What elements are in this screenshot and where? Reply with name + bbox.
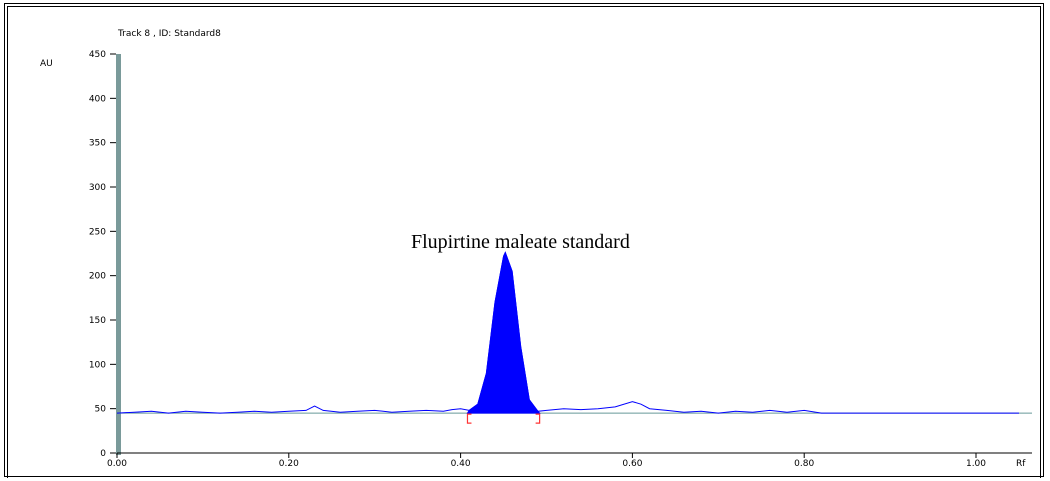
peak-area <box>466 251 541 414</box>
y-tick-label: 100 <box>89 360 106 370</box>
x-axis-label: Rf <box>1016 459 1026 469</box>
y-tick-label: 50 <box>95 405 107 415</box>
x-tick-label: 0.40 <box>451 459 471 469</box>
y-tick-label: 0 <box>100 449 106 459</box>
y-axis-label: AU <box>40 59 53 69</box>
x-tick-label: 0.00 <box>107 459 127 469</box>
plot-area: 0 50 100 150 200 250 300 350 400 450 0.00 0.20 0.40 0… <box>89 50 1032 469</box>
y-tick-label: 300 <box>89 183 106 193</box>
peak-annotation: Flupirtine maleate standard <box>411 231 630 253</box>
integration-marker <box>535 413 541 424</box>
y-tick-label: 200 <box>89 272 106 282</box>
y-tick-label: 250 <box>89 227 106 237</box>
x-tick-label: 0.60 <box>622 459 642 469</box>
chart-title: Track 8 , ID: Standard8 <box>117 29 221 39</box>
y-axis-line <box>116 54 121 455</box>
y-tick-label: 450 <box>89 50 106 60</box>
x-tick-label: 0.80 <box>794 459 814 469</box>
y-tick-label: 400 <box>89 94 106 104</box>
x-tick-label: 0.20 <box>279 459 299 469</box>
series-line <box>116 251 1019 414</box>
outer-frame <box>4 3 1044 477</box>
integration-marker <box>466 413 472 424</box>
inner-frame <box>7 6 1041 478</box>
y-tick-label: 350 <box>89 139 106 149</box>
y-tick-label: 150 <box>89 316 106 326</box>
x-tick-label: 1.00 <box>966 459 986 469</box>
